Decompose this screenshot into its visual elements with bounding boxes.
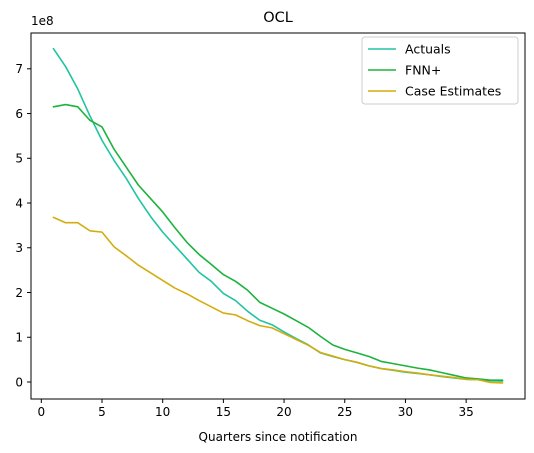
y-tick-label: 7 — [15, 62, 23, 76]
x-tick-label: 35 — [458, 405, 473, 419]
series-line-2 — [52, 216, 504, 384]
series-line-1 — [52, 103, 504, 382]
x-tick-label: 30 — [398, 405, 413, 419]
y-tick-label: 6 — [15, 107, 23, 121]
y-tick-label: 4 — [15, 196, 23, 210]
y-tick-label: 3 — [15, 241, 23, 255]
x-axis-label: Quarters since notification — [199, 430, 358, 444]
legend-label-fnn: FNN+ — [405, 63, 441, 78]
axes-frame — [30, 32, 526, 400]
x-tick-label: 0 — [37, 405, 45, 419]
x-tick-label: 20 — [276, 405, 291, 419]
axes: 0 5 10 15 20 25 30 35 0 1 2 3 4 5 6 7 — [15, 62, 473, 419]
x-tick-label: 15 — [216, 405, 231, 419]
legend: Actuals FNN+ Case Estimates — [361, 36, 519, 105]
legend-label-case-estimates: Case Estimates — [405, 84, 501, 99]
y-tick-label: 5 — [15, 152, 23, 166]
chart-title: OCL — [263, 10, 293, 26]
y-tick-label: 0 — [15, 375, 23, 389]
legend-frame — [361, 36, 519, 105]
y-tick-label: 1 — [15, 331, 23, 345]
y-offset-label: 1e8 — [31, 14, 54, 28]
legend-label-actuals: Actuals — [405, 42, 451, 57]
x-tick-label: 5 — [98, 405, 106, 419]
y-tick-label: 2 — [15, 286, 23, 300]
x-tick-label: 25 — [337, 405, 352, 419]
x-tick-label: 10 — [155, 405, 170, 419]
plot-area — [52, 47, 504, 384]
